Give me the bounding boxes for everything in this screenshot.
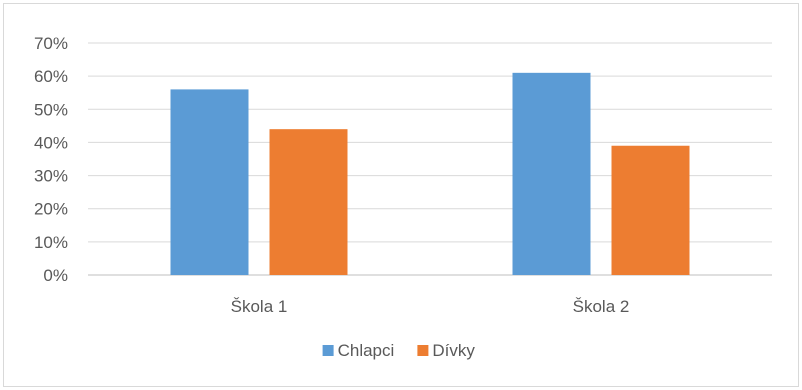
- x-category-label: Škola 2: [573, 297, 630, 316]
- legend-label-chlapci: Chlapci: [338, 341, 395, 360]
- bar-dívky-2: [611, 145, 690, 275]
- y-tick-label: 60%: [34, 67, 68, 86]
- x-category-label: Škola 1: [231, 297, 288, 316]
- legend: Chlapci Dívky: [322, 341, 475, 360]
- bar-chlapci-2: [512, 72, 591, 275]
- bar-chlapci-1: [170, 89, 249, 276]
- y-tick-label: 70%: [34, 34, 68, 53]
- y-tick-label: 50%: [34, 100, 68, 119]
- bar-dívky-1: [269, 129, 348, 275]
- y-tick-label: 40%: [34, 133, 68, 152]
- y-tick-label: 30%: [34, 167, 68, 186]
- legend-swatch-dívky: [417, 345, 429, 356]
- y-tick-label: 20%: [34, 200, 68, 219]
- legend-label-dívky: Dívky: [432, 341, 475, 360]
- x-axis-categories: Škola 1 Škola 2: [231, 297, 630, 316]
- y-tick-label: 10%: [34, 233, 68, 252]
- legend-swatch-chlapci: [322, 345, 334, 356]
- y-tick-label: 0%: [43, 266, 68, 285]
- bars: [170, 72, 690, 276]
- y-axis-ticks: 0% 10% 20% 30% 40% 50% 60% 70%: [34, 34, 68, 285]
